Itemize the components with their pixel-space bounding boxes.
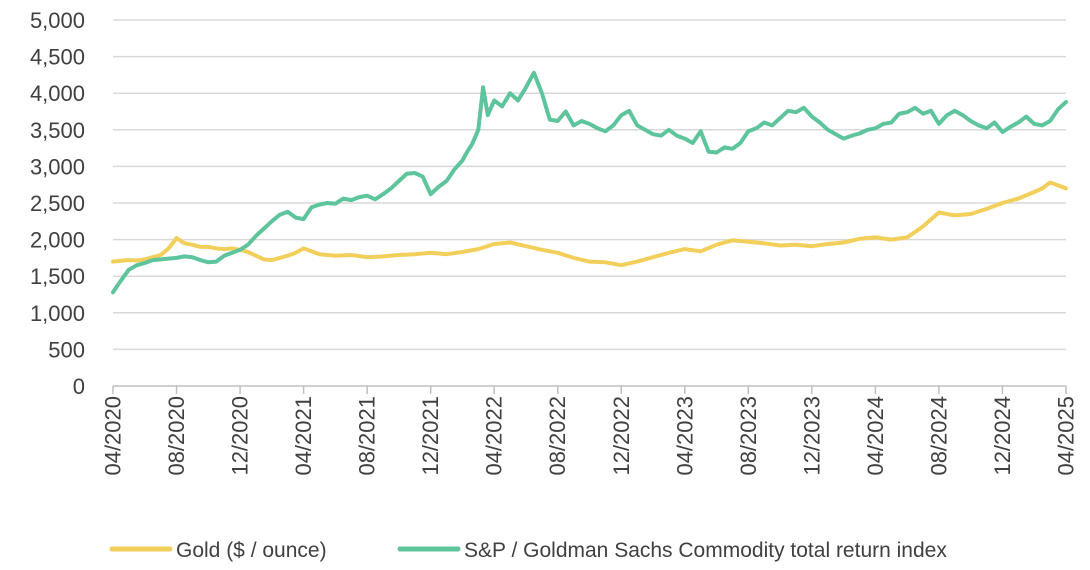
y-tick-label: 3,500 [30, 118, 85, 143]
x-tick-label: 04/2025 [1054, 396, 1079, 476]
y-tick-label: 3,000 [30, 154, 85, 179]
y-tick-label: 1,000 [30, 301, 85, 326]
y-tick-label: 4,000 [30, 81, 85, 106]
x-tick-label: 04/2024 [863, 396, 888, 476]
y-tick-label: 500 [48, 337, 85, 362]
x-tick-label: 12/2021 [418, 396, 443, 476]
y-tick-label: 5,000 [30, 8, 85, 33]
legend-label-gold: Gold ($ / ounce) [176, 539, 327, 562]
x-tick-label: 12/2020 [228, 396, 253, 476]
x-tick-label: 04/2020 [101, 396, 126, 476]
series-line-commodity-index [111, 70, 1068, 295]
x-tick-label: 12/2022 [609, 396, 634, 476]
y-axis-ticks: 0 500 1,000 1,500 2,000 2,500 3,000 3,500 4,000 4… [30, 8, 85, 399]
y-tick-label: 2,500 [30, 191, 85, 216]
x-tick-label: 08/2023 [736, 396, 761, 476]
x-tick-label: 08/2020 [164, 396, 189, 476]
y-tick-label: 1,500 [30, 264, 85, 289]
x-tick-label: 08/2022 [545, 396, 570, 476]
x-tick-label: 04/2023 [672, 396, 697, 476]
x-axis-ticks: 04/2020 08/2020 12/2020 04/2021 08/2021 12/20… [101, 386, 1079, 476]
x-tick-label: 08/2021 [355, 396, 380, 476]
series-lines [111, 70, 1068, 295]
y-tick-label: 4,500 [30, 45, 85, 70]
x-tick-label: 04/2022 [482, 396, 507, 476]
legend: Gold ($ / ounce) S&P / Goldman Sachs Com… [109, 539, 947, 562]
series-line-gold [111, 180, 1068, 268]
x-tick-label: 08/2024 [926, 396, 951, 476]
x-tick-label: 04/2021 [291, 396, 316, 476]
gridlines [113, 19, 1066, 351]
x-tick-label: 12/2023 [799, 396, 824, 476]
x-tick-label: 12/2024 [990, 396, 1015, 476]
y-tick-label: 2,000 [30, 228, 85, 253]
legend-label-commodity-index: S&P / Goldman Sachs Commodity total retu… [464, 539, 947, 562]
y-tick-label: 0 [73, 374, 85, 399]
